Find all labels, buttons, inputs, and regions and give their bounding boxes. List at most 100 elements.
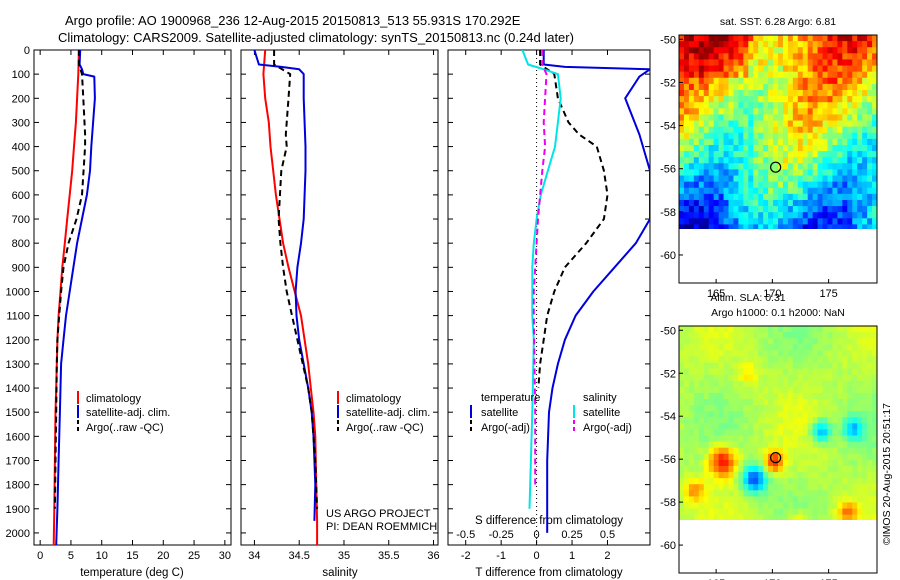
map-cell — [718, 332, 725, 339]
map-cell — [847, 368, 853, 376]
map-cell — [758, 120, 764, 128]
map-cell — [728, 108, 735, 116]
map-cell — [862, 447, 868, 455]
map-cell — [763, 71, 769, 79]
map-cell — [802, 472, 809, 479]
map-cell — [738, 138, 744, 146]
map-cell — [867, 65, 873, 73]
map-cell — [867, 441, 873, 449]
map-cell — [683, 417, 690, 424]
map-cell — [782, 484, 789, 491]
map-cell — [763, 465, 769, 473]
map-cell — [738, 83, 744, 91]
map-cell — [763, 59, 769, 67]
map-cell — [679, 465, 685, 473]
map-cell — [787, 356, 794, 364]
map-cell — [852, 392, 858, 400]
map-cell — [763, 89, 769, 97]
map-cell — [683, 126, 690, 134]
map-cell — [872, 181, 877, 189]
x-tick-label: 175 — [819, 288, 837, 300]
map-cell — [748, 429, 754, 437]
map-cell — [723, 218, 730, 226]
map-cell — [787, 108, 794, 116]
figure-title-line2: Climatology: CARS2009. Satellite-adjuste… — [58, 30, 574, 45]
map-cell — [852, 59, 858, 67]
map-cell — [718, 114, 725, 122]
map-cell — [837, 151, 843, 158]
map-cell — [787, 441, 794, 449]
map-cell — [842, 386, 848, 394]
map-cell — [817, 108, 824, 116]
map-cell — [792, 368, 799, 376]
map-cell — [782, 102, 789, 109]
map-cell — [718, 490, 725, 497]
map-cell — [698, 132, 705, 140]
map-cell — [807, 108, 814, 116]
map-cell — [723, 120, 730, 128]
map-cell — [713, 120, 720, 128]
map-cell — [822, 338, 829, 345]
map-cell — [688, 441, 695, 449]
map-cell — [728, 206, 735, 213]
map-cell — [728, 77, 735, 85]
map-cell — [743, 151, 749, 158]
map-cell — [708, 326, 715, 333]
map-cell — [812, 514, 819, 520]
map-cell — [852, 144, 858, 152]
map-cell — [787, 224, 794, 229]
map-cell — [817, 459, 824, 467]
map-cell — [688, 89, 695, 97]
map-cell — [802, 126, 809, 134]
map-cell — [792, 144, 799, 152]
map-cell — [832, 181, 838, 189]
map-cell — [683, 187, 690, 195]
map-cell — [792, 392, 799, 400]
map-cell — [703, 157, 710, 164]
map-cell — [812, 193, 819, 201]
map-cell — [728, 126, 735, 134]
map-cell — [778, 138, 784, 146]
map-cell — [713, 368, 720, 376]
map-cell — [698, 138, 705, 146]
map-cell — [698, 83, 705, 91]
map-cell — [782, 502, 789, 510]
map-cell — [832, 350, 838, 358]
map-cell — [683, 356, 690, 364]
sla-map-frame — [678, 325, 878, 574]
map-cell — [743, 465, 749, 473]
map-cell — [763, 362, 769, 370]
map-cell — [797, 114, 804, 122]
map-cell — [753, 114, 759, 122]
map-cell — [679, 181, 685, 189]
map-cell — [698, 332, 705, 339]
map-cell — [743, 114, 749, 122]
map-cell — [812, 484, 819, 491]
s-tick-label: -0.5 — [456, 529, 475, 541]
map-cell — [773, 181, 779, 189]
map-cell — [852, 478, 858, 485]
map-cell — [679, 157, 685, 164]
map-cell — [832, 151, 838, 158]
map-cell — [718, 41, 725, 48]
map-cell — [753, 199, 759, 207]
map-cell — [763, 484, 769, 491]
map-cell — [842, 411, 848, 418]
map-cell — [748, 417, 754, 424]
map-cell — [679, 41, 685, 48]
map-cell — [748, 71, 754, 79]
map-cell — [862, 478, 868, 485]
map-cell — [782, 326, 789, 333]
map-cell — [862, 362, 868, 370]
map-cell — [787, 459, 794, 467]
map-cell — [812, 206, 819, 213]
map-cell — [753, 368, 759, 376]
map-cell — [802, 199, 809, 207]
map-cell — [812, 77, 819, 85]
map-cell — [792, 199, 799, 207]
map-cell — [683, 132, 690, 140]
map-cell — [822, 187, 829, 195]
map-cell — [773, 386, 779, 394]
map-cell — [698, 490, 705, 497]
